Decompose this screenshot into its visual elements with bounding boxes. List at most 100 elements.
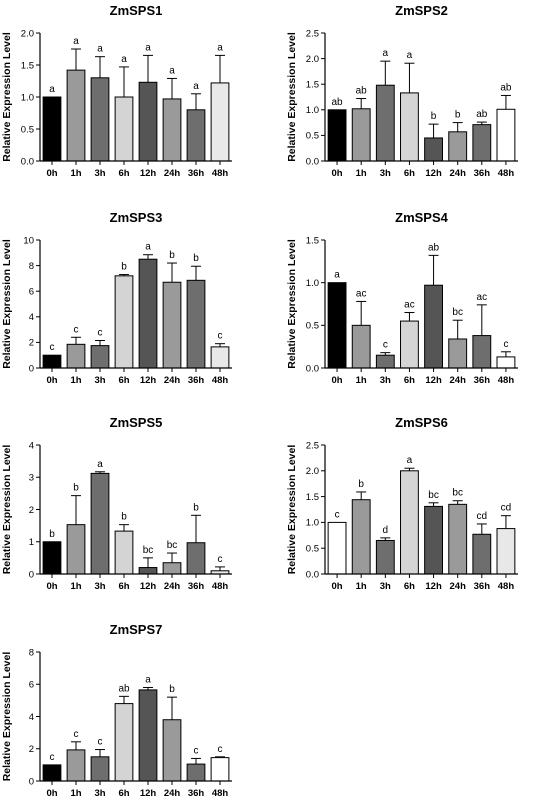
significance-label: b	[169, 684, 175, 695]
y-axis-label: Relative Expression Level	[286, 32, 298, 162]
bar-1h	[351, 499, 371, 575]
bar-1h	[351, 108, 371, 162]
x-tick-label: 24h	[164, 168, 181, 179]
significance-label: bc	[167, 540, 178, 551]
bar-1h	[66, 69, 86, 162]
bar-3h	[90, 345, 110, 369]
significance-label: ab	[500, 82, 512, 93]
x-tick-label: 12h	[425, 581, 442, 592]
significance-label: bc	[452, 488, 463, 499]
bar-36h	[186, 542, 206, 575]
significance-label: bc	[452, 307, 463, 318]
y-axis-label: Relative Expression Level	[1, 239, 13, 369]
x-tick-label: 6h	[404, 168, 415, 179]
x-tick-label: 48h	[498, 168, 515, 179]
x-tick-label: 48h	[212, 168, 229, 179]
y-tick-label: 1	[29, 537, 34, 548]
significance-label: bc	[143, 545, 154, 556]
x-tick-label: 6h	[404, 375, 415, 386]
significance-label: b	[121, 262, 127, 273]
bar-3h	[90, 77, 110, 162]
significance-label: b	[431, 111, 437, 122]
y-tick-label: 1.0	[306, 105, 319, 116]
x-tick-label: 24h	[164, 581, 181, 592]
x-tick-label: 12h	[140, 788, 157, 799]
y-tick-label: 0.0	[306, 156, 319, 167]
bar-3h	[375, 354, 395, 369]
significance-label: c	[194, 745, 199, 756]
x-tick-label: 48h	[212, 788, 229, 799]
significance-label: a	[407, 50, 413, 61]
bar-48h	[210, 346, 230, 369]
y-tick-label: 0	[29, 569, 34, 580]
y-axis-label: Relative Expression Level	[286, 239, 298, 369]
y-tick-label: 8	[29, 261, 34, 272]
y-tick-label: 2.0	[21, 28, 34, 39]
chart-panel-7: ZmSPS7 Relative Expression Level 0 2 4 6 8 c 0h c…	[1, 622, 232, 799]
x-tick-label: 0h	[46, 581, 57, 592]
significance-label: a	[49, 84, 55, 95]
y-tick-label: 0.0	[21, 156, 34, 167]
significance-label: ac	[356, 288, 367, 299]
x-tick-label: 48h	[498, 375, 515, 386]
significance-label: a	[217, 42, 223, 53]
y-axis-label: Relative Expression Level	[1, 32, 13, 162]
bar-0h	[327, 109, 347, 162]
bar-24h	[448, 338, 468, 369]
x-tick-label: 6h	[118, 581, 129, 592]
significance-label: ab	[118, 683, 130, 694]
bar-0h	[42, 96, 62, 162]
bar-6h	[114, 703, 134, 782]
bar-36h	[186, 763, 206, 782]
x-tick-label: 1h	[356, 375, 367, 386]
y-tick-label: 1.5	[306, 492, 319, 503]
x-tick-label: 1h	[70, 168, 81, 179]
y-tick-label: 2.5	[306, 28, 319, 39]
significance-label: cd	[501, 503, 512, 514]
chart-title: ZmSPS6	[395, 415, 448, 430]
significance-label: b	[73, 483, 79, 494]
x-tick-label: 3h	[94, 375, 105, 386]
significance-label: a	[145, 242, 151, 253]
y-tick-label: 1.0	[306, 518, 319, 529]
significance-label: c	[50, 342, 55, 353]
bar-6h	[400, 320, 419, 369]
x-tick-label: 6h	[118, 788, 129, 799]
bar-36h	[472, 124, 492, 162]
bar-6h	[400, 92, 419, 162]
y-tick-label: 2.0	[306, 54, 319, 65]
bar-12h	[138, 689, 158, 782]
y-tick-label: 8	[29, 647, 34, 658]
chart-panel-3: ZmSPS3 Relative Expression Level 0 2 4 6 8 10 c 0…	[1, 210, 232, 386]
y-tick-label: 0.5	[306, 544, 319, 555]
bar-12h	[424, 505, 443, 575]
x-tick-label: 1h	[70, 788, 81, 799]
y-tick-label: 0.5	[21, 124, 34, 135]
significance-label: ab	[428, 242, 440, 253]
significance-label: c	[218, 554, 223, 565]
y-axis-label: Relative Expression Level	[1, 652, 13, 782]
bar-1h	[66, 524, 86, 575]
significance-label: c	[218, 744, 223, 755]
bar-12h	[424, 137, 443, 162]
chart-panel-2: ZmSPS2 Relative Expression Level 0.0 0.5 1.0…	[286, 3, 518, 179]
significance-label: d	[383, 525, 389, 536]
x-tick-label: 36h	[188, 788, 205, 799]
chart-panel-6: ZmSPS6 Relative Expression Level 0.0 0.5 1.0…	[286, 415, 518, 592]
x-tick-label: 0h	[332, 168, 343, 179]
significance-label: c	[503, 339, 508, 350]
chart-panel-1: ZmSPS1 Relative Expression Level 0.0 0.5 1.0…	[1, 3, 232, 179]
significance-label: cd	[477, 511, 488, 522]
x-tick-label: 3h	[380, 168, 391, 179]
significance-label: b	[193, 253, 199, 264]
x-tick-label: 12h	[425, 168, 442, 179]
significance-label: b	[455, 110, 461, 121]
significance-label: a	[145, 42, 151, 53]
bar-0h	[42, 764, 62, 782]
y-tick-label: 2	[29, 744, 34, 755]
significance-label: c	[98, 737, 103, 748]
y-axis-label: Relative Expression Level	[286, 445, 298, 575]
bar-48h	[210, 757, 230, 782]
y-tick-label: 2.5	[306, 440, 319, 451]
